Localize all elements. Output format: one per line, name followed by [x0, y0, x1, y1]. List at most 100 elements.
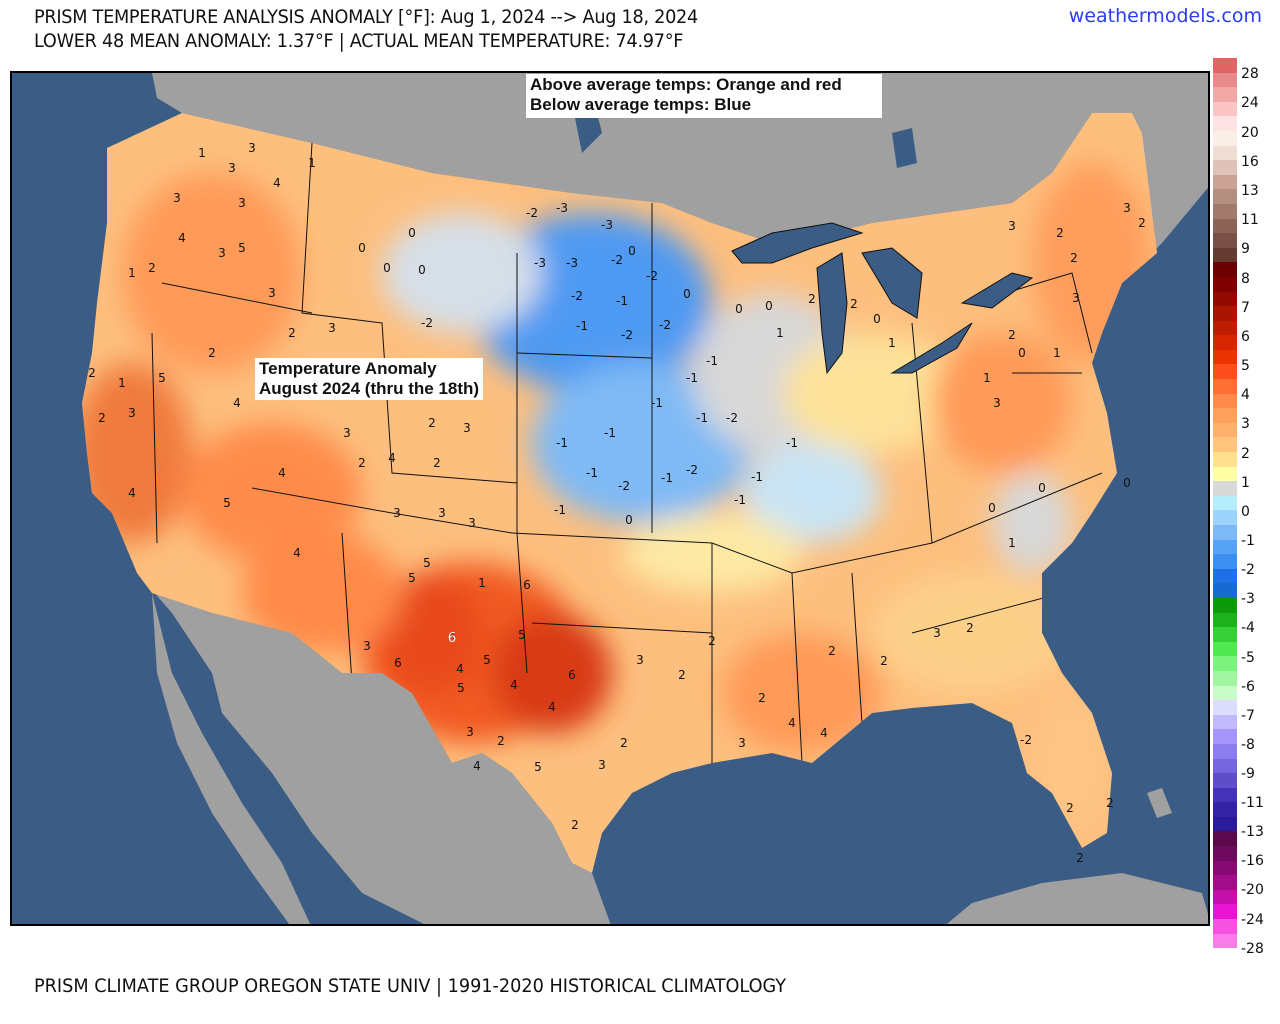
anomaly-value: -2	[611, 253, 623, 267]
legend-tick-label: -7	[1241, 708, 1255, 724]
legend-tick-label: -9	[1241, 766, 1255, 782]
anomaly-value: -2	[621, 328, 633, 342]
anomaly-value: -1	[686, 371, 698, 385]
legend-tick-label: 24	[1241, 95, 1259, 111]
legend-swatch	[1213, 816, 1237, 832]
anomaly-value: 3	[173, 191, 181, 205]
anomaly-value: -1	[556, 436, 568, 450]
legend-swatch	[1213, 130, 1237, 146]
anomaly-value: 2	[708, 634, 716, 648]
anomaly-value: 2	[148, 261, 156, 275]
anomaly-value: 4	[388, 451, 396, 465]
legend-swatch	[1213, 145, 1237, 161]
legend-tick-label: 20	[1241, 125, 1259, 141]
source-credit: PRISM CLIMATE GROUP OREGON STATE UNIV | …	[34, 975, 787, 997]
map-graphic	[12, 73, 1208, 924]
anomaly-value: 2	[1076, 851, 1084, 865]
anomaly-value: 3	[343, 426, 351, 440]
anomaly-value: -1	[651, 396, 663, 410]
anomaly-value-max: 6	[447, 631, 457, 646]
anomaly-value: 0	[735, 302, 743, 316]
anomaly-value: 2	[571, 818, 579, 832]
anomaly-value: 2	[850, 297, 858, 311]
anomaly-value: -2	[571, 289, 583, 303]
anomaly-value: -2	[618, 479, 630, 493]
anomaly-value: 2	[98, 411, 106, 425]
anomaly-value: 3	[1072, 291, 1080, 305]
legend-swatch	[1213, 539, 1237, 555]
anomaly-value: -2	[726, 411, 738, 425]
legend-swatch	[1213, 568, 1237, 584]
anomaly-value: -2	[646, 269, 658, 283]
anomaly-value: 0	[988, 501, 996, 515]
legend-swatch	[1213, 276, 1237, 292]
legend-tick-label: 11	[1241, 212, 1259, 228]
legend-swatch	[1213, 933, 1237, 949]
legend-swatch	[1213, 160, 1237, 175]
legend-tick-label: -5	[1241, 650, 1255, 666]
anomaly-value: -1	[554, 503, 566, 517]
anomaly-value: 2	[1138, 216, 1146, 230]
anomaly-value: 2	[880, 654, 888, 668]
anomaly-value: -2	[659, 318, 671, 332]
legend-tick-label: 13	[1241, 183, 1259, 199]
legend-swatch	[1213, 101, 1237, 117]
anomaly-value: 3	[466, 725, 474, 739]
anomaly-value: 6	[448, 631, 456, 645]
anomaly-value: 0	[1038, 481, 1046, 495]
legend-swatch	[1213, 320, 1237, 336]
legend-swatch	[1213, 685, 1237, 701]
legend-tick-label: -20	[1241, 882, 1264, 898]
legend-tick-label: 8	[1241, 271, 1250, 287]
legend-swatch	[1213, 904, 1237, 920]
legend-tick-label: -13	[1241, 824, 1264, 840]
anomaly-value: 2	[1008, 328, 1016, 342]
legend-swatch	[1213, 860, 1237, 876]
anomaly-value: 2	[808, 292, 816, 306]
anomaly-value: 3	[738, 736, 746, 750]
anomaly-value: -1	[586, 466, 598, 480]
legend-swatch	[1213, 714, 1237, 730]
anomaly-value: 5	[223, 496, 231, 510]
anomaly-value: 3	[363, 639, 371, 653]
legend-tick-label: -28	[1241, 941, 1264, 957]
legend-swatch	[1213, 233, 1237, 248]
map-period-annotation: Temperature Anomaly August 2024 (thru th…	[255, 358, 484, 400]
anomaly-value: 3	[933, 626, 941, 640]
legend-tick-label: 2	[1241, 446, 1250, 462]
legend-swatch	[1213, 291, 1237, 307]
brand-link[interactable]: weathermodels.com	[1068, 5, 1262, 27]
anomaly-value: 3	[393, 506, 401, 520]
legend-swatch	[1213, 758, 1237, 774]
title-line-2: LOWER 48 MEAN ANOMALY: 1.37°F | ACTUAL M…	[34, 30, 684, 52]
anomaly-value: 6	[523, 578, 531, 592]
legend-swatch	[1213, 656, 1237, 671]
legend-swatch	[1213, 729, 1237, 744]
anomaly-value: 3	[328, 321, 336, 335]
anomaly-value: 3	[1123, 201, 1131, 215]
anomaly-value: 1	[198, 146, 206, 160]
title-line-1: PRISM TEMPERATURE ANALYSIS ANOMALY [°F]:…	[34, 6, 698, 28]
legend-swatch	[1213, 787, 1237, 803]
anomaly-value: 2	[620, 736, 628, 750]
anomaly-value: 3	[248, 141, 256, 155]
anomaly-value: -2	[421, 316, 433, 330]
legend-swatch	[1213, 670, 1237, 686]
anomaly-value: -1	[616, 294, 628, 308]
anomaly-value: -1	[734, 493, 746, 507]
anomaly-value: 0	[1123, 476, 1131, 490]
anomaly-value: 6	[568, 668, 576, 682]
annotation-title: Temperature Anomaly	[259, 359, 437, 378]
anomaly-value: 5	[518, 628, 526, 642]
legend-swatch	[1213, 641, 1237, 657]
anomaly-value: 2	[828, 644, 836, 658]
legend-swatch	[1213, 408, 1237, 423]
anomaly-value: 3	[1008, 219, 1016, 233]
anomaly-value: 0	[873, 312, 881, 326]
legend-swatch	[1213, 452, 1237, 467]
anomaly-value: -2	[1020, 733, 1032, 747]
legend-swatch	[1213, 174, 1237, 190]
anomaly-value: 3	[238, 196, 246, 210]
legend-swatch	[1213, 481, 1237, 496]
anomaly-value: -1	[604, 426, 616, 440]
